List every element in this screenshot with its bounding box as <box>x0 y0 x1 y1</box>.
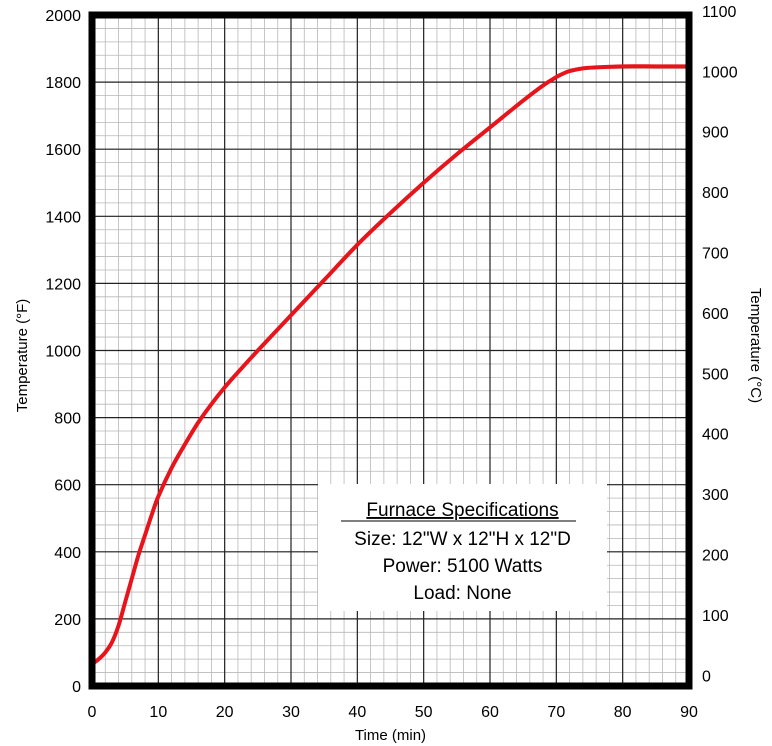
y-tick-label: 1600 <box>45 142 81 159</box>
y2-tick-label: 1100 <box>702 4 737 21</box>
x-tick-label: 40 <box>348 704 366 721</box>
y2-tick-label: 800 <box>702 185 729 202</box>
y2-tick-label: 1000 <box>702 64 738 81</box>
series-temperature-line <box>90 64 691 667</box>
x-tick-label: 20 <box>216 704 234 721</box>
y-tick-label: 400 <box>54 545 81 562</box>
x-tick-label: 90 <box>680 704 698 721</box>
x-tick-label: 80 <box>614 704 632 721</box>
y-tick-label: 1800 <box>45 75 81 92</box>
x-tick-label: 10 <box>149 704 167 721</box>
y-tick-label: 1200 <box>45 276 81 293</box>
spec-box <box>318 484 607 611</box>
y2-tick-label: 400 <box>702 427 729 444</box>
y-tick-labels: 0 200 400 600 800 1000 1200 1400 1600 1800 2000 <box>45 8 81 696</box>
y-tick-label: 800 <box>54 411 81 428</box>
x-tick-label: 70 <box>547 704 565 721</box>
spec-size: Size: 12"W x 12"H x 12"D <box>354 529 571 550</box>
y2-tick-labels: 0 100 200 300 400 500 600 700 800 900 1000 1100 <box>702 4 738 685</box>
y2-tick-label: 600 <box>702 306 729 323</box>
x-axis-label: Time (min) <box>355 727 426 744</box>
x-tick-label: 60 <box>481 704 499 721</box>
y2-tick-label: 200 <box>702 547 729 564</box>
y-tick-label: 200 <box>54 612 81 629</box>
y-tick-label: 600 <box>54 478 81 495</box>
y2-tick-label: 700 <box>702 246 729 263</box>
x-tick-label: 0 <box>88 704 97 721</box>
spec-title: Furnace Specifications <box>366 500 558 521</box>
y-tick-label: 1000 <box>45 344 81 361</box>
y2-axis-label: Temperature (°C) <box>747 288 764 403</box>
y2-tick-label: 900 <box>702 125 729 142</box>
x-tick-label: 50 <box>415 704 433 721</box>
y2-tick-label: 500 <box>702 366 729 383</box>
y2-tick-label: 100 <box>702 608 729 625</box>
y-tick-label: 0 <box>72 679 81 696</box>
spec-power: Power: 5100 Watts <box>383 556 543 577</box>
y2-tick-label: 0 <box>702 668 711 685</box>
spec-annotation: Furnace Specifications Size: 12"W x 12"H… <box>354 500 571 604</box>
spec-load: Load: None <box>413 583 511 604</box>
y-tick-label: 1400 <box>45 209 81 226</box>
x-tick-labels: 0 10 20 30 40 50 60 70 80 90 <box>88 704 698 721</box>
plot-frame <box>88 11 693 690</box>
y2-tick-label: 300 <box>702 487 729 504</box>
y-tick-label: 2000 <box>45 8 81 25</box>
x-tick-label: 30 <box>282 704 300 721</box>
y-axis-label: Temperature (°F) <box>14 299 31 413</box>
